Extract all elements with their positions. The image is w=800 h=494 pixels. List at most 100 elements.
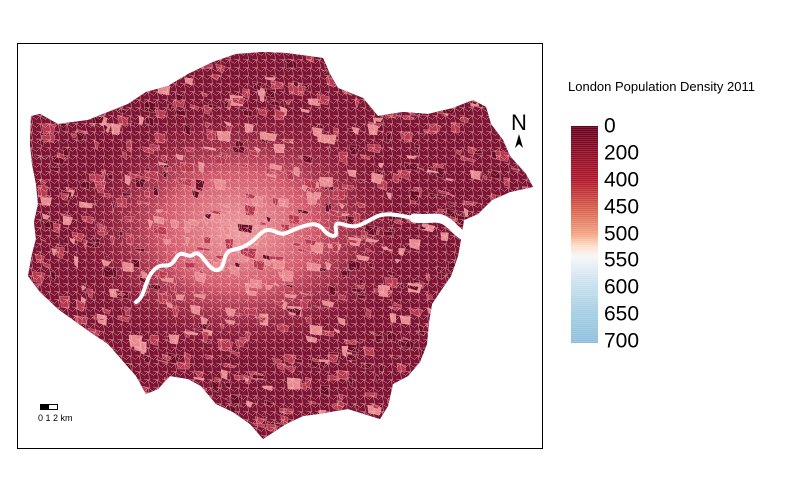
ward-polygon (368, 421, 381, 429)
ward-polygon (492, 117, 503, 127)
ward-polygon (530, 52, 533, 62)
ward-polygon (448, 400, 462, 406)
ward-polygon (491, 260, 502, 265)
ward-polygon (432, 334, 440, 340)
ward-polygon (438, 409, 446, 421)
ward-polygon (182, 63, 192, 71)
ward-polygon (481, 269, 486, 280)
ward-polygon (527, 270, 533, 279)
ward-polygon (148, 57, 160, 62)
ward-polygon (450, 285, 461, 290)
ward-polygon (51, 347, 65, 352)
ward-polygon (463, 408, 470, 414)
river-thames-estuary (409, 213, 469, 241)
ward-polygon (531, 239, 533, 244)
ward-polygon (174, 386, 187, 393)
ward-polygon (79, 339, 88, 351)
ward-polygon (525, 369, 533, 382)
ward-polygon (399, 440, 404, 449)
ward-polygon (501, 202, 507, 210)
ward-polygon (451, 382, 461, 387)
ward-polygon (480, 340, 496, 353)
ward-polygon (524, 269, 533, 278)
ward-polygon (387, 400, 399, 409)
ward-polygon (495, 311, 504, 321)
ward-polygon (76, 339, 83, 350)
ward-polygon (178, 438, 189, 439)
ward-polygon (490, 282, 501, 289)
ward-polygon (499, 278, 510, 288)
ward-polygon (535, 311, 539, 317)
ward-polygon (373, 97, 381, 106)
ward-polygon (113, 416, 119, 424)
ward-polygon (366, 54, 377, 60)
ward-polygon (465, 62, 473, 73)
ward-polygon (504, 253, 519, 266)
ward-polygon (516, 311, 529, 320)
ward-polygon (509, 330, 522, 336)
legend-label: 200 (604, 141, 640, 165)
ward-polygon (443, 323, 459, 336)
ward-polygon (80, 77, 90, 82)
ward-polygon (427, 376, 437, 382)
ward-polygon (205, 423, 216, 436)
ward-polygon (529, 155, 533, 162)
ward-polygon (408, 100, 417, 108)
ward-polygon (142, 427, 148, 435)
ward-polygon (105, 348, 114, 354)
ward-polygon (59, 316, 73, 327)
ward-polygon (452, 348, 463, 354)
ward-polygon (82, 381, 97, 388)
ward-polygon (110, 374, 120, 387)
ward-polygon (496, 427, 509, 438)
ward-polygon (86, 371, 92, 380)
ward-polygon (532, 329, 533, 338)
ward-polygon (530, 423, 533, 427)
ward-polygon (537, 197, 543, 201)
ward-polygon (121, 53, 127, 64)
north-label: N (511, 110, 527, 135)
ward-polygon (68, 443, 80, 449)
ward-polygon (480, 423, 494, 434)
ward-polygon (429, 82, 437, 87)
ward-polygon (180, 431, 188, 437)
ward-polygon (39, 100, 52, 109)
ward-polygon (90, 97, 100, 104)
ward-polygon (510, 259, 522, 272)
ward-polygon (504, 385, 518, 396)
ward-polygon (505, 92, 515, 99)
ward-polygon (514, 196, 524, 202)
ward-polygon (48, 305, 55, 315)
ward-polygon (405, 408, 413, 418)
ward-polygon (183, 434, 190, 439)
ward-polygon (123, 77, 131, 89)
ward-polygon (489, 54, 501, 63)
ward-polygon (485, 369, 499, 375)
scale-bar-graphic (40, 404, 58, 410)
ward-polygon (458, 293, 467, 303)
ward-polygon (461, 64, 475, 70)
ward-polygon (426, 432, 438, 439)
ward-polygon (76, 429, 87, 435)
ward-polygon (509, 261, 519, 270)
ward-polygon (62, 105, 77, 114)
ward-polygon (500, 317, 507, 327)
legend-label: 450 (604, 195, 640, 219)
ward-polygon (482, 267, 489, 273)
ward-polygon (462, 290, 478, 299)
ward-polygon (483, 92, 489, 100)
ward-polygon (60, 81, 73, 88)
ward-polygon (358, 86, 366, 92)
ward-polygon (40, 307, 49, 318)
ward-polygon (487, 109, 502, 114)
ward-polygon (377, 86, 386, 99)
ward-polygon (317, 432, 326, 439)
ward-polygon (486, 92, 494, 100)
legend-title: London Population Density 2011 (568, 79, 755, 94)
ward-polygon (336, 409, 347, 418)
ward-polygon (77, 346, 88, 354)
ward-polygon (499, 307, 515, 316)
ward-polygon (442, 315, 453, 324)
ward-polygon (308, 417, 314, 428)
